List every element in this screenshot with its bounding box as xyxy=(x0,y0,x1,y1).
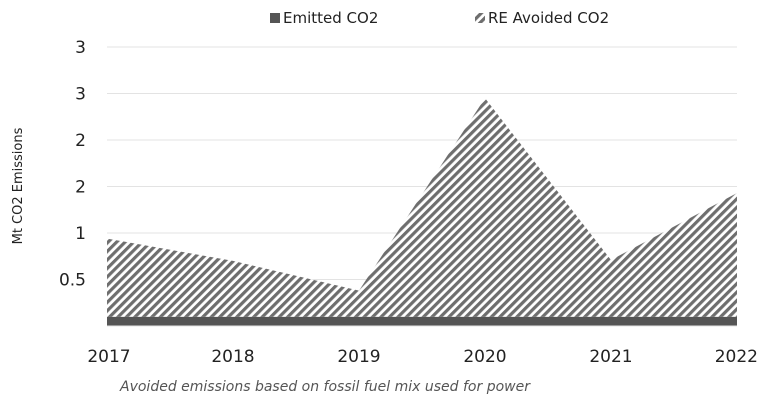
plot-areas xyxy=(107,98,737,326)
x-tick-label: 2022 xyxy=(715,347,758,367)
legend-label-emitted-co2: Emitted CO2 xyxy=(283,9,378,27)
legend-label-re-avoided-co2: RE Avoided CO2 xyxy=(488,9,609,27)
x-tick-label: 2018 xyxy=(211,347,254,367)
x-tick-label: 2020 xyxy=(463,347,506,367)
x-axis-ticks: 2017 2018 2019 2020 2021 2022 xyxy=(87,347,758,367)
y-tick-label: 2 xyxy=(75,178,86,198)
y-tick-label: 2 xyxy=(75,131,86,151)
legend-swatch-emitted-co2 xyxy=(270,13,280,23)
area-re-avoided-co2 xyxy=(107,98,737,317)
y-tick-label: 3 xyxy=(75,85,86,105)
legend-swatch-re-avoided-co2 xyxy=(475,13,485,23)
area-emitted-co2 xyxy=(107,316,737,326)
y-tick-label: 0.5 xyxy=(59,271,86,291)
x-tick-label: 2019 xyxy=(337,347,380,367)
y-tick-label: 3 xyxy=(75,38,86,58)
legend: Emitted CO2 RE Avoided CO2 xyxy=(270,9,609,27)
x-tick-label: 2017 xyxy=(87,347,130,367)
y-axis-label: Mt CO2 Emissions xyxy=(11,127,26,244)
y-axis-ticks: 0.5 1 2 2 3 3 xyxy=(59,38,86,291)
footnote: Avoided emissions based on fossil fuel m… xyxy=(119,379,531,395)
x-tick-label: 2021 xyxy=(589,347,632,367)
y-tick-label: 1 xyxy=(75,224,86,244)
